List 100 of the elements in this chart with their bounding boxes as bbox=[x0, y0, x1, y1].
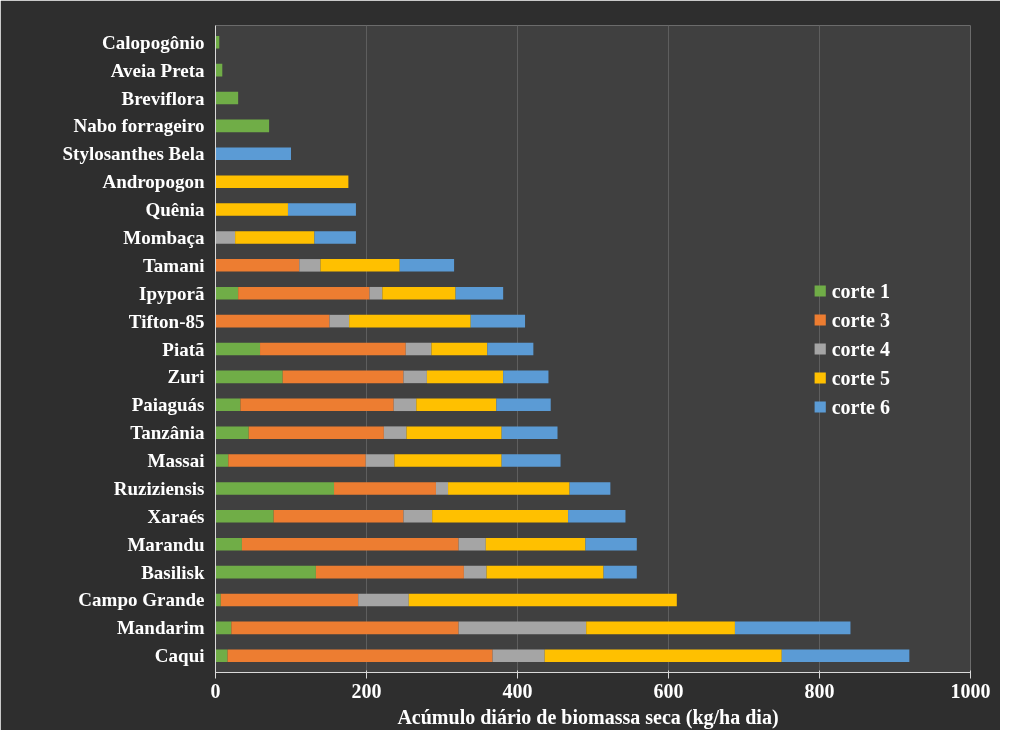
x-tick-label: 400 bbox=[502, 679, 533, 702]
bar bbox=[382, 286, 456, 300]
x-axis-title: Acúmulo diário de biomassa seca (kg/ha dia) bbox=[397, 705, 779, 729]
bar bbox=[287, 203, 356, 216]
bar bbox=[503, 370, 549, 384]
y-tick-label: Calopogônio bbox=[102, 31, 205, 53]
bar bbox=[487, 342, 534, 356]
legend-label: corte 3 bbox=[831, 308, 890, 331]
bar bbox=[365, 454, 395, 467]
x-tick-label: 600 bbox=[653, 679, 684, 702]
y-tick-label: Andropogon bbox=[102, 171, 205, 193]
bar bbox=[215, 454, 229, 467]
bar bbox=[568, 510, 626, 523]
bar bbox=[235, 231, 315, 244]
bar bbox=[492, 649, 545, 663]
bar bbox=[231, 621, 459, 635]
bar bbox=[358, 593, 409, 607]
bar bbox=[215, 91, 239, 105]
bar bbox=[215, 286, 239, 300]
bar bbox=[383, 426, 407, 439]
legend-label: corte 5 bbox=[831, 366, 890, 389]
x-tick-label: 800 bbox=[804, 679, 835, 702]
y-tick-label: Aveia Preta bbox=[110, 59, 205, 81]
y-tick-label: Breviflora bbox=[121, 87, 205, 109]
bar bbox=[215, 175, 349, 188]
bar bbox=[329, 314, 350, 328]
bar bbox=[220, 593, 359, 607]
y-tick-label: Stylosanthes Bela bbox=[62, 143, 205, 165]
legend-label: corte 1 bbox=[831, 279, 890, 302]
y-tick-label: Mombaça bbox=[123, 226, 205, 248]
bar bbox=[544, 649, 782, 663]
bar bbox=[215, 314, 330, 328]
bar bbox=[432, 510, 569, 523]
bar bbox=[240, 398, 394, 412]
bar bbox=[426, 370, 504, 384]
bar bbox=[241, 537, 459, 551]
bar bbox=[227, 649, 493, 663]
y-tick-label: Mandarim bbox=[116, 617, 205, 639]
bar bbox=[238, 286, 370, 300]
y-tick-label: Tamani bbox=[142, 254, 205, 276]
bar bbox=[486, 565, 604, 579]
bar bbox=[228, 454, 366, 467]
bar bbox=[215, 370, 283, 384]
x-tick-label: 200 bbox=[351, 679, 382, 702]
bar bbox=[248, 426, 384, 439]
bar bbox=[458, 621, 587, 635]
bar bbox=[215, 398, 241, 412]
bar bbox=[215, 649, 228, 663]
y-tick-label: Ipyporã bbox=[139, 282, 205, 304]
bar bbox=[781, 649, 910, 663]
x-tick-label: 0 bbox=[210, 679, 221, 702]
y-tick-label: Campo Grande bbox=[78, 589, 205, 611]
bar bbox=[215, 537, 242, 551]
y-tick-label: Ruziziensis bbox=[113, 477, 205, 499]
y-tick-label: Tanzânia bbox=[130, 422, 205, 444]
bar bbox=[215, 119, 270, 133]
bar bbox=[501, 454, 561, 467]
y-tick-label: Caqui bbox=[154, 645, 205, 667]
bar bbox=[458, 537, 486, 551]
bar bbox=[586, 621, 735, 635]
bar bbox=[448, 482, 570, 495]
bar bbox=[299, 259, 321, 272]
bar bbox=[406, 426, 502, 439]
bar bbox=[282, 370, 404, 384]
y-tick-label: Paiaguás bbox=[131, 394, 205, 416]
bar bbox=[215, 259, 300, 272]
bar bbox=[405, 342, 432, 356]
bar bbox=[215, 565, 316, 579]
bar bbox=[734, 621, 851, 635]
bar bbox=[215, 342, 261, 356]
y-tick-label: Quênia bbox=[145, 199, 205, 221]
bar bbox=[501, 426, 558, 439]
bar bbox=[455, 286, 504, 300]
bar bbox=[394, 454, 502, 467]
bar bbox=[215, 426, 249, 439]
bar bbox=[431, 342, 488, 356]
bar bbox=[215, 593, 221, 607]
bar bbox=[408, 593, 677, 607]
y-tick-label: Piatã bbox=[162, 338, 205, 360]
bar bbox=[585, 537, 637, 551]
y-tick-label: Xaraés bbox=[147, 505, 205, 527]
bar bbox=[470, 314, 526, 328]
bar bbox=[463, 565, 487, 579]
legend-label: corte 4 bbox=[831, 337, 890, 360]
bar bbox=[334, 482, 436, 495]
bar bbox=[215, 231, 236, 244]
bar bbox=[399, 259, 455, 272]
legend-label: corte 6 bbox=[831, 395, 890, 418]
bar bbox=[569, 482, 611, 495]
bar bbox=[349, 314, 471, 328]
y-tick-label: Massai bbox=[147, 450, 205, 472]
bar bbox=[393, 398, 417, 412]
bar bbox=[496, 398, 551, 412]
bar bbox=[603, 565, 637, 579]
bar bbox=[215, 147, 291, 161]
bar bbox=[314, 231, 356, 244]
y-tick-label: Basilisk bbox=[141, 561, 205, 583]
y-tick-label: Tifton-85 bbox=[128, 310, 205, 332]
bar bbox=[273, 510, 404, 523]
y-tick-label: Nabo forrageiro bbox=[73, 115, 205, 137]
